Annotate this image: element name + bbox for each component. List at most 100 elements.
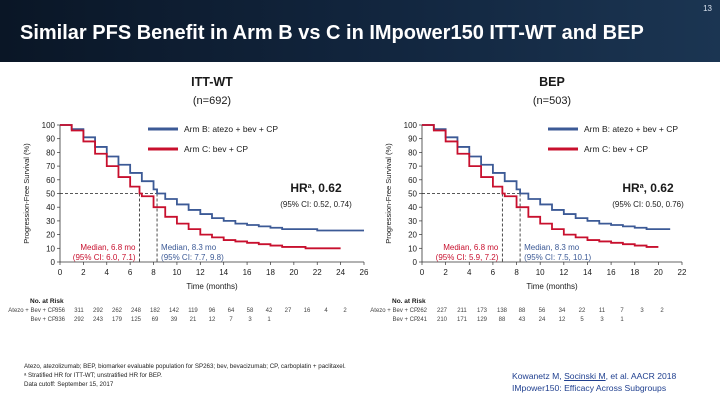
at-risk-value: 27	[285, 308, 292, 314]
at-risk-value: 21	[190, 317, 197, 323]
at-risk-value: 138	[497, 308, 508, 314]
at-risk-value: 12	[209, 317, 216, 323]
at-risk-value: 16	[304, 308, 311, 314]
y-tick-label: 0	[51, 258, 56, 267]
y-tick-label: 90	[408, 135, 417, 144]
x-axis-label: Time (months)	[186, 282, 238, 291]
hr-label: HRa, 0.62	[290, 181, 342, 195]
slide-title: Similar PFS Benefit in Arm B vs C in IMp…	[20, 22, 644, 44]
y-axis-label: Progression-Free Survival (%)	[22, 143, 31, 244]
at-risk-value: 12	[559, 317, 566, 323]
y-axis-label: Progression-Free Survival (%)	[384, 143, 393, 244]
y-tick-label: 60	[408, 176, 417, 185]
at-risk-value: 262	[112, 308, 123, 314]
at-risk-value: 3	[640, 308, 644, 314]
y-tick-label: 50	[408, 190, 417, 199]
hr-ci: (95% CI: 0.50, 0.76)	[612, 200, 684, 209]
citation-author-link[interactable]: Socinski M	[564, 371, 606, 381]
y-tick-label: 10	[46, 244, 55, 253]
footnote-hr: ᵃ Stratified HR for ITT-WT; unstratified…	[24, 372, 163, 379]
at-risk-label-arm-b: Atezo + Bev + CP	[370, 308, 418, 314]
hr-ci: (95% CI: 0.52, 0.74)	[280, 200, 352, 209]
at-risk-value: 356	[55, 308, 66, 314]
at-risk-value: 248	[131, 308, 142, 314]
y-tick-label: 20	[46, 231, 55, 240]
at-risk-value: 96	[209, 308, 216, 314]
at-risk-value: 243	[93, 317, 104, 323]
x-tick-label: 6	[128, 268, 133, 277]
citation-suffix: , et al. AACR 2018	[605, 371, 677, 381]
legend-label-arm-b: Arm B: atezo + bev + CP	[184, 124, 278, 134]
footnote-cutoff: Data cutoff: September 15, 2017	[24, 381, 114, 388]
series-line-arm-b	[422, 124, 671, 231]
x-tick-label: 6	[491, 268, 496, 277]
x-tick-label: 16	[607, 268, 616, 277]
y-tick-label: 100	[42, 121, 56, 130]
footnotes: Atezo, atezolizumab; BEP, biomarker eval…	[24, 362, 346, 389]
panel-n: (n=692)	[193, 95, 231, 107]
y-tick-label: 90	[46, 135, 55, 144]
x-tick-label: 14	[219, 268, 228, 277]
header-bar: 13 Similar PFS Benefit in Arm B vs C in …	[0, 0, 720, 62]
median-arm-b-ci: (95% CI: 7.7, 9.8)	[161, 253, 224, 262]
at-risk-value: 292	[74, 317, 85, 323]
x-tick-label: 0	[58, 268, 63, 277]
x-tick-label: 8	[514, 268, 519, 277]
at-risk-value: 336	[55, 317, 66, 323]
x-tick-label: 24	[336, 268, 345, 277]
at-risk-value: 210	[437, 317, 448, 323]
at-risk-value: 42	[266, 308, 273, 314]
citation-prefix: Kowanetz M,	[512, 371, 565, 381]
slide-number: 13	[703, 4, 712, 13]
x-tick-label: 2	[443, 268, 448, 277]
at-risk-value: 292	[93, 308, 104, 314]
x-tick-label: 10	[536, 268, 545, 277]
x-tick-label: 18	[266, 268, 275, 277]
x-tick-label: 20	[654, 268, 663, 277]
y-tick-label: 70	[408, 162, 417, 171]
at-risk-value: 7	[229, 317, 233, 323]
at-risk-value: 173	[477, 308, 488, 314]
at-risk-title: No. at Risk	[392, 298, 426, 305]
at-risk-value: 7	[620, 308, 624, 314]
y-tick-label: 30	[408, 217, 417, 226]
at-risk-value: 311	[74, 308, 84, 314]
footnote-abbrev: Atezo, atezolizumab; BEP, biomarker eval…	[24, 363, 346, 370]
at-risk-value: 125	[131, 317, 142, 323]
at-risk-value: 88	[519, 308, 526, 314]
at-risk-value: 2	[660, 308, 664, 314]
at-risk-value: 56	[539, 308, 546, 314]
y-tick-label: 30	[46, 217, 55, 226]
x-tick-label: 22	[313, 268, 322, 277]
at-risk-value: 142	[169, 308, 180, 314]
at-risk-value: 171	[457, 317, 468, 323]
panel-n: (n=503)	[533, 95, 571, 107]
at-risk-value: 4	[324, 308, 328, 314]
at-risk-value: 1	[620, 317, 624, 323]
x-tick-label: 18	[630, 268, 639, 277]
at-risk-value: 22	[579, 308, 586, 314]
y-tick-label: 80	[46, 148, 55, 157]
x-tick-label: 0	[420, 268, 425, 277]
y-tick-label: 100	[404, 121, 418, 130]
median-arm-b-label: Median, 8.3 mo	[161, 243, 217, 252]
x-tick-label: 26	[360, 268, 369, 277]
median-arm-c-ci: (95% CI: 6.0, 7.1)	[73, 253, 136, 262]
y-tick-label: 20	[408, 231, 417, 240]
x-tick-label: 12	[559, 268, 568, 277]
at-risk-value: 227	[437, 308, 448, 314]
y-tick-label: 50	[46, 190, 55, 199]
legend-label-arm-c: Arm C: bev + CP	[184, 144, 248, 154]
at-risk-value: 64	[228, 308, 235, 314]
x-tick-label: 16	[243, 268, 252, 277]
at-risk-value: 211	[457, 308, 467, 314]
at-risk-value: 39	[171, 317, 178, 323]
hr-label: HRa, 0.62	[622, 181, 674, 195]
at-risk-label-arm-c: Bev + CP	[30, 317, 56, 323]
y-tick-label: 40	[46, 203, 55, 212]
x-tick-label: 22	[678, 268, 687, 277]
at-risk-value: 69	[152, 317, 159, 323]
x-tick-label: 20	[289, 268, 298, 277]
median-arm-b-label: Median, 8.3 mo	[524, 243, 580, 252]
